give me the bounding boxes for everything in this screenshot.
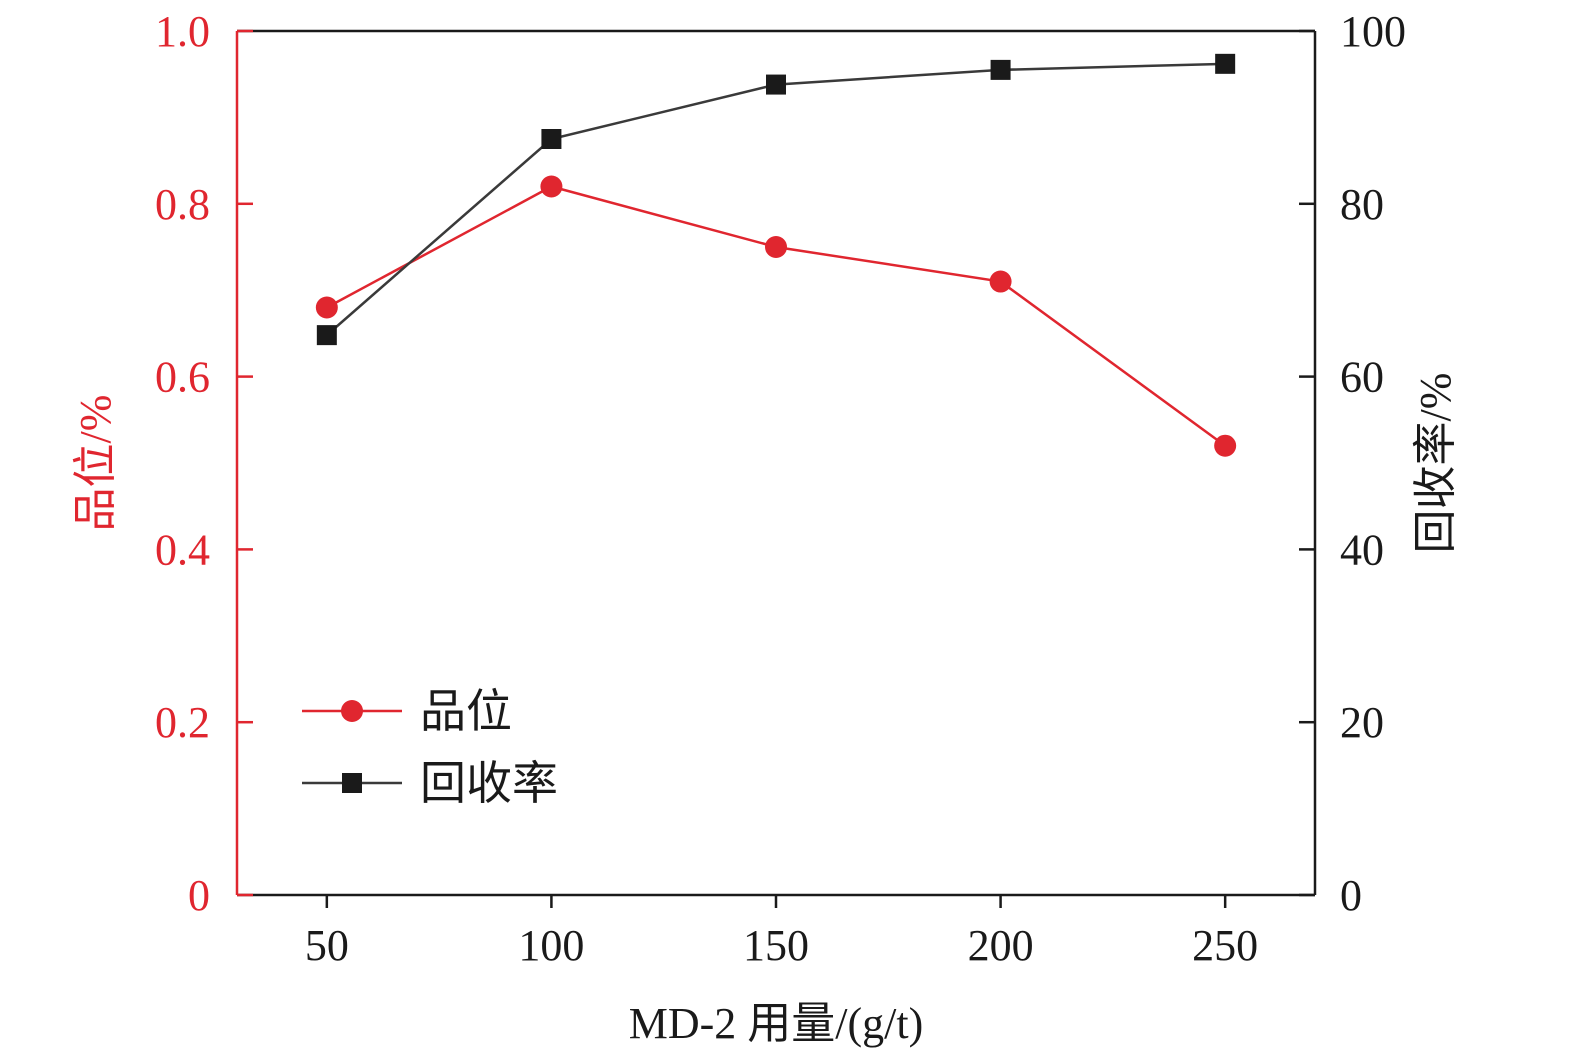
data-point-回收率	[1215, 53, 1236, 74]
y-left-tick-label: 0.6	[155, 353, 210, 402]
y-left-tick-label: 0.8	[155, 180, 210, 229]
data-point-品位	[1214, 434, 1237, 457]
data-point-回收率	[990, 59, 1011, 80]
y-left-tick-label: 0.2	[155, 698, 210, 747]
y-right-tick-label: 100	[1340, 7, 1406, 56]
data-point-品位	[989, 270, 1012, 293]
x-tick-label: 50	[305, 921, 349, 970]
data-point-回收率	[541, 129, 562, 149]
y-right-tick-label: 40	[1340, 525, 1384, 574]
y-left-tick-label: 0.4	[155, 525, 210, 574]
y-left-axis-title: 品位/%	[71, 395, 120, 532]
y-left-tick-label: 0	[188, 871, 210, 920]
y-right-tick-label: 80	[1340, 180, 1384, 229]
legend-label-回收率: 回收率	[420, 758, 558, 809]
x-tick-label: 150	[743, 921, 809, 970]
series-layer	[315, 53, 1237, 457]
y-right-axis-title: 回收率/%	[1411, 373, 1460, 554]
y-right-tick-label: 60	[1340, 353, 1384, 402]
axes: 50 100 150 200 250 0 0.2 0.4 0.6 0.8 1.0 0 20 40 60 80 1…	[71, 7, 1460, 1048]
data-point-回收率	[766, 74, 786, 95]
data-point-品位	[765, 236, 787, 258]
x-tick-label: 250	[1192, 921, 1258, 970]
y-left-tick-label: 1.0	[155, 7, 210, 56]
x-axis-title: MD-2 用量/(g/t)	[629, 999, 924, 1048]
x-tick-label: 200	[968, 921, 1034, 970]
legend-marker-品位	[341, 700, 363, 722]
y-right-tick-label: 0	[1340, 871, 1362, 920]
series-line-品位	[326, 185, 1226, 447]
legend-label-品位: 品位	[420, 686, 512, 737]
data-point-品位	[315, 296, 338, 319]
y-right-tick-label: 20	[1340, 698, 1384, 747]
x-tick-label: 100	[518, 921, 584, 970]
legend-marker-回收率	[342, 773, 362, 793]
data-point-回收率	[316, 325, 337, 346]
data-point-品位	[540, 175, 563, 198]
series-line-回收率	[326, 62, 1226, 337]
